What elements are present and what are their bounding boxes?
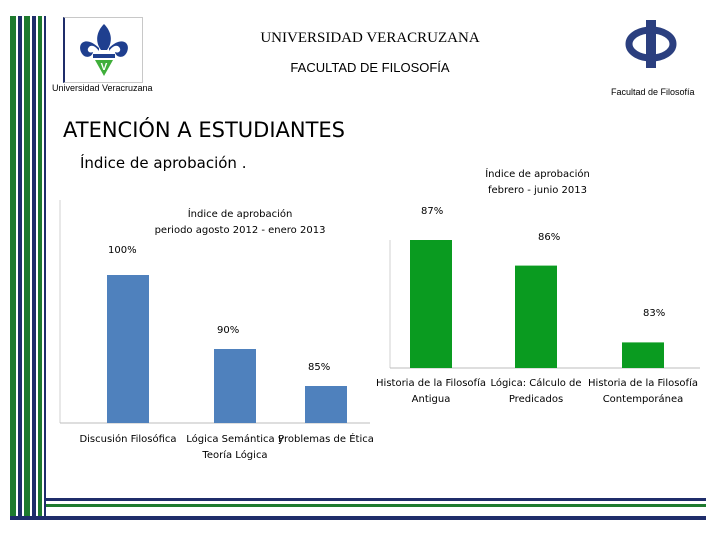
chart1-data-label-2: 90% xyxy=(217,325,240,336)
chart2-data-label-1: 87% xyxy=(421,206,444,217)
phi-logo xyxy=(622,18,680,70)
chart1-category-label-3: Problemas de Ética xyxy=(278,434,374,445)
chart1-data-label-1: 100% xyxy=(108,245,137,256)
left-stripe-green-1 xyxy=(10,16,16,516)
page-subtitle: Índice de aprobación . xyxy=(80,154,247,172)
chart2-data-label-3: 83% xyxy=(643,308,666,320)
university-title: UNIVERSIDAD VERACRUZANA xyxy=(260,30,480,46)
phi-icon xyxy=(625,20,677,68)
svg-text:V: V xyxy=(101,62,108,73)
chart1-bar-1 xyxy=(107,275,149,423)
chart2-bar-1 xyxy=(410,240,452,368)
chart2-category-label-2: Lógica: Cálculo de Predicados xyxy=(490,378,582,405)
left-logo-caption: Universidad Veracruzana xyxy=(52,83,153,93)
chart1-bar-3 xyxy=(305,386,347,423)
uv-logo: V xyxy=(63,17,143,83)
chart2-bar-3 xyxy=(622,342,664,368)
chart2-title-line-2: febrero - junio 2013 xyxy=(487,185,588,196)
left-stripe-green-2 xyxy=(24,16,30,516)
chart1-title-line-1: Índice de aprobación xyxy=(187,209,293,220)
right-logo-caption: Facultad de Filosofía xyxy=(611,87,695,97)
chart1-title-line-2: periodo agosto 2012 - enero 2013 xyxy=(154,225,326,236)
bottom-stripe-navy-2 xyxy=(10,516,706,520)
left-stripe-navy-3 xyxy=(44,16,46,516)
chart2-title: Índice de aprobación febrero - junio 201… xyxy=(460,167,615,199)
chart2-category-label-3: Historia de la Filosofía Contemporánea xyxy=(588,378,698,405)
chart2-bar-2 xyxy=(515,265,557,368)
left-stripe-green-3 xyxy=(38,16,42,516)
fleur-de-lis-icon: V xyxy=(80,24,128,76)
chart1-title: Índice de aprobación periodo agosto 2012… xyxy=(135,207,345,239)
left-stripe-navy-1 xyxy=(18,16,22,516)
chart1-data-label-3: 85% xyxy=(308,362,331,373)
chart2-category-label-1: Historia de la Filosofía Antigua xyxy=(376,378,486,405)
section-title: ATENCIÓN A ESTUDIANTES xyxy=(63,118,346,142)
chart1-bar-2 xyxy=(214,349,256,423)
bottom-stripe-navy-1 xyxy=(46,498,706,501)
faculty-title: FACULTAD DE FILOSOFÍA xyxy=(290,60,450,75)
bottom-stripe-green xyxy=(46,504,706,507)
chart1-category-label-2: Lógica Semántica y Teoría Lógica xyxy=(186,434,284,461)
chart1-category-label-1: Discusión Filosófica xyxy=(79,434,177,445)
chart2-title-line-1: Índice de aprobación xyxy=(485,169,590,180)
chart2-data-label-2: 86% xyxy=(538,231,561,243)
left-stripe-navy-2 xyxy=(32,16,36,516)
